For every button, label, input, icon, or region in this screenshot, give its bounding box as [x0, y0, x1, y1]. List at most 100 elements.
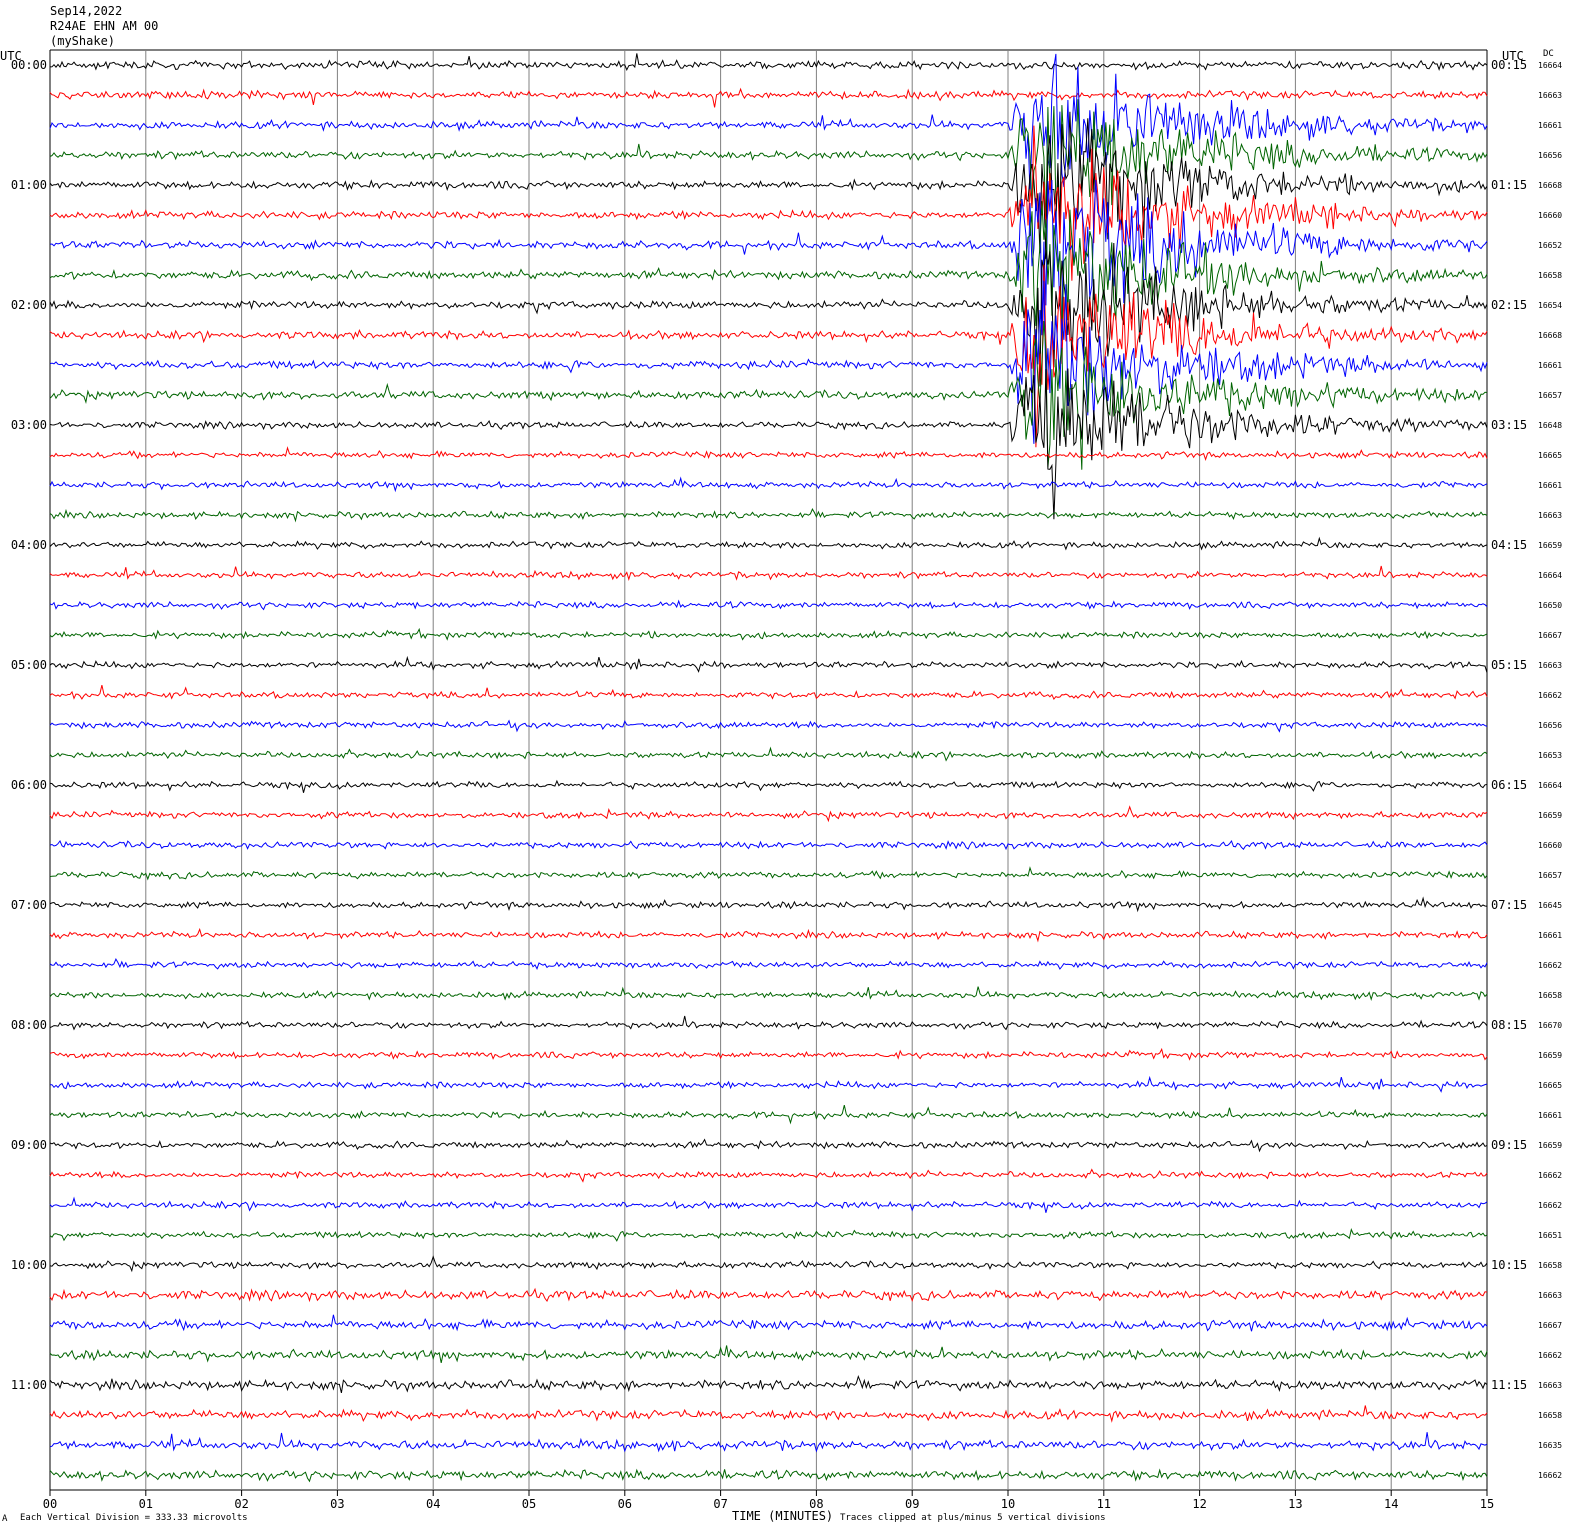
x-tick-label: 05 — [522, 1497, 536, 1511]
dc-value-label: 16663 — [1538, 1381, 1562, 1390]
trace-row — [49, 53, 1488, 72]
trace-row — [49, 1104, 1488, 1125]
hour-label-right: 00:15 — [1491, 58, 1527, 72]
hour-label-left: 05:00 — [11, 658, 47, 672]
dc-value-label: 16650 — [1538, 601, 1562, 610]
trace-row — [49, 599, 1488, 611]
trace-row — [49, 1228, 1488, 1242]
trace-row — [49, 1432, 1488, 1453]
x-tick-label: 11 — [1097, 1497, 1111, 1511]
dc-value-label: 16664 — [1538, 61, 1562, 70]
hour-label-left: 06:00 — [11, 778, 47, 792]
x-tick-label: 04 — [426, 1497, 440, 1511]
x-tick-label: 09 — [905, 1497, 919, 1511]
hour-label-right: 03:15 — [1491, 418, 1527, 432]
trace-row — [49, 1255, 1488, 1273]
trace-row — [49, 536, 1488, 551]
dc-value-label: 16657 — [1538, 871, 1562, 880]
hour-label-right: 08:15 — [1491, 1018, 1527, 1032]
dc-value-label: 16659 — [1538, 1051, 1562, 1060]
clip-note: Traces clipped at plus/minus 5 vertical … — [840, 1513, 1106, 1523]
trace-row — [49, 1047, 1488, 1061]
trace-row — [49, 1405, 1488, 1423]
dc-value-label: 16645 — [1538, 901, 1562, 910]
trace-row — [49, 264, 1488, 448]
dc-value-label: 16658 — [1538, 991, 1562, 1000]
dc-value-label: 16662 — [1538, 1471, 1562, 1480]
trace-row — [49, 1196, 1488, 1213]
trace-row — [49, 986, 1488, 1002]
dc-value-label: 16659 — [1538, 541, 1562, 550]
dc-value-label: 16658 — [1538, 1411, 1562, 1420]
trace-row — [49, 779, 1488, 793]
hour-label-right: 09:15 — [1491, 1138, 1527, 1152]
hour-label-left: 01:00 — [11, 178, 47, 192]
dc-value-label: 16653 — [1538, 751, 1562, 760]
trace-row — [49, 565, 1488, 582]
dc-value-label: 16668 — [1538, 181, 1562, 190]
trace-row — [49, 1287, 1488, 1303]
trace-row — [49, 280, 1488, 444]
dc-value-label: 16661 — [1538, 121, 1562, 130]
x-tick-label: 12 — [1192, 1497, 1206, 1511]
hour-label-left: 08:00 — [11, 1018, 47, 1032]
dc-value-label: 16658 — [1538, 1261, 1562, 1270]
dc-value-label: 16657 — [1538, 391, 1562, 400]
trace-row — [49, 242, 1488, 387]
trace-row — [49, 627, 1488, 641]
dc-value-label: 16662 — [1538, 1171, 1562, 1180]
header-station: R24AE EHN AM 00 — [50, 19, 159, 33]
dc-value-label: 16663 — [1538, 1291, 1562, 1300]
trace-row — [49, 507, 1488, 523]
dc-value-label: 16662 — [1538, 1351, 1562, 1360]
trace-row — [49, 1168, 1488, 1183]
hour-label-left: 03:00 — [11, 418, 47, 432]
dc-value-label: 16663 — [1538, 511, 1562, 520]
trace-row — [49, 957, 1488, 970]
dc-label: DC — [1543, 49, 1554, 59]
dc-value-label: 16658 — [1538, 271, 1562, 280]
x-tick-label: 00 — [43, 1497, 57, 1511]
trace-row — [49, 320, 1488, 470]
header-date: Sep14,2022 — [50, 4, 123, 18]
trace-row — [49, 368, 1488, 520]
hour-label-right: 02:15 — [1491, 298, 1527, 312]
x-tick-label: 10 — [1001, 1497, 1015, 1511]
right-utc-label: UTC — [1502, 49, 1524, 63]
hour-label-right: 01:15 — [1491, 178, 1527, 192]
trace-row — [49, 201, 1488, 341]
dc-value-label: 16635 — [1538, 1441, 1562, 1450]
trace-row — [49, 87, 1488, 108]
trace-row — [49, 927, 1488, 943]
x-tick-label: 02 — [234, 1497, 248, 1511]
dc-value-label: 16667 — [1538, 1321, 1562, 1330]
header-network: (myShake) — [50, 34, 116, 48]
dc-value-label: 16667 — [1538, 631, 1562, 640]
hour-label-right: 06:15 — [1491, 778, 1527, 792]
trace-row — [49, 896, 1488, 913]
dc-value-label: 16652 — [1538, 241, 1562, 250]
x-tick-label: 03 — [330, 1497, 344, 1511]
x-axis-title: TIME (MINUTES) — [732, 1509, 834, 1523]
dc-value-label: 16664 — [1538, 781, 1562, 790]
trace-row — [49, 1468, 1488, 1483]
trace-row — [49, 684, 1488, 701]
dc-value-label: 16665 — [1538, 1081, 1562, 1090]
vertical-division-note: Each Vertical Division = 333.33 microvol… — [20, 1513, 248, 1523]
dc-value-label: 16661 — [1538, 931, 1562, 940]
hour-label-left: 11:00 — [11, 1378, 47, 1392]
dc-value-label: 16661 — [1538, 481, 1562, 490]
hour-label-left: 04:00 — [11, 538, 47, 552]
left-utc-label: UTC — [0, 49, 22, 63]
hour-label-left: 02:00 — [11, 298, 47, 312]
trace-row — [49, 125, 1488, 281]
dc-value-label: 16663 — [1538, 91, 1562, 100]
hour-label-right: 10:15 — [1491, 1258, 1527, 1272]
x-tick-label: 14 — [1384, 1497, 1398, 1511]
dc-value-label: 16668 — [1538, 331, 1562, 340]
hour-label-right: 04:15 — [1491, 538, 1527, 552]
dc-value-label: 16661 — [1538, 361, 1562, 370]
trace-row — [49, 1345, 1488, 1364]
hour-label-right: 11:15 — [1491, 1378, 1527, 1392]
hour-label-left: 09:00 — [11, 1138, 47, 1152]
